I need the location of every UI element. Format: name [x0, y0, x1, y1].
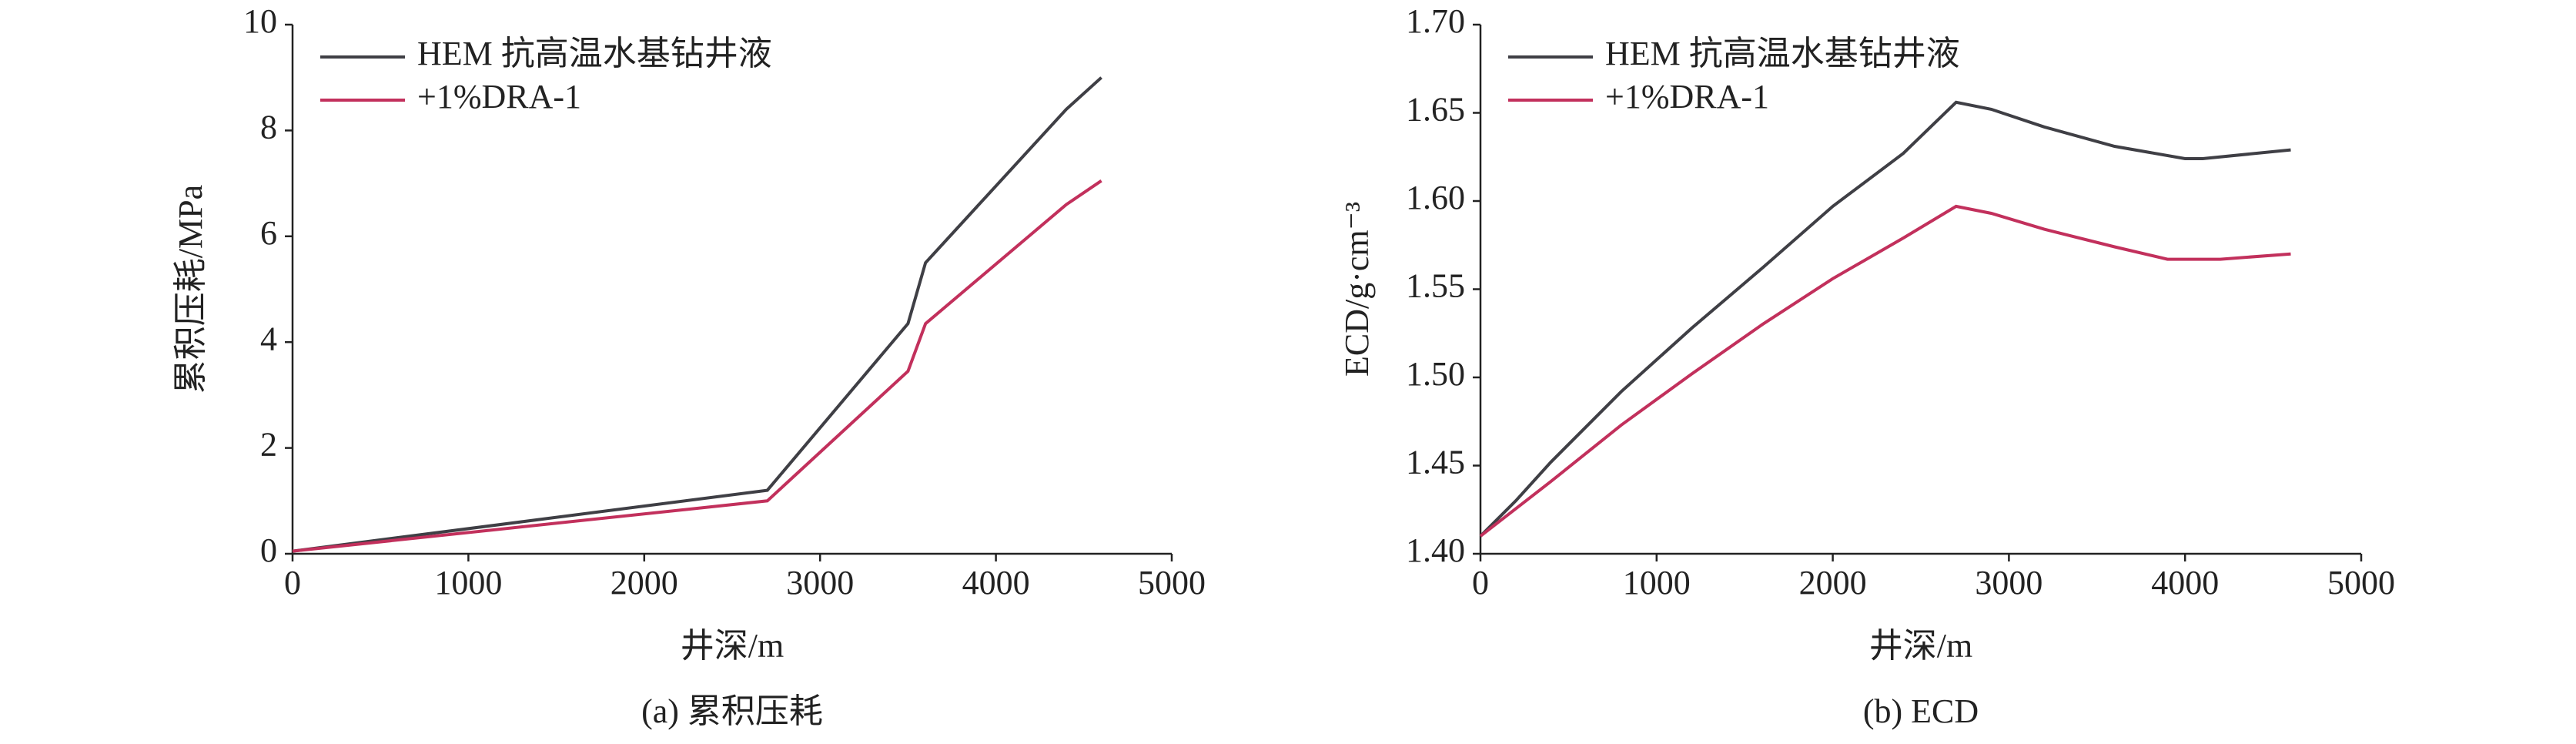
y-tick-label: 8 [260, 108, 277, 146]
legend-label: +1%DRA-1 [1605, 78, 1769, 116]
x-tick-label: 4000 [2151, 564, 2219, 602]
x-tick-label: 2000 [1799, 564, 1867, 602]
x-tick-label: 4000 [962, 564, 1030, 602]
series-line [1479, 204, 2291, 538]
x-tick-label: 3000 [1975, 564, 2042, 602]
x-axis-label: 井深/m [1869, 627, 1972, 665]
caption: (b) ECD [1863, 692, 1979, 730]
legend-label: +1%DRA-1 [417, 78, 581, 116]
x-tick-label: 1000 [434, 564, 502, 602]
x-tick-label: 2000 [611, 564, 678, 602]
y-tick-label: 1.65 [1406, 91, 1465, 129]
y-axis-label: 累积压耗/MPa [172, 185, 209, 394]
x-tick-label: 3000 [786, 564, 854, 602]
caption: (a) 累积压耗 [641, 692, 823, 730]
y-tick-label: 1.45 [1406, 444, 1465, 481]
series-line [292, 179, 1102, 553]
x-tick-label: 1000 [1623, 564, 1691, 602]
y-tick-label: 6 [260, 214, 277, 252]
y-tick-label: 2 [260, 426, 277, 464]
legend-label: HEM 抗高温水基钻井液 [1605, 35, 1960, 72]
legend-label: HEM 抗高温水基钻井液 [417, 35, 772, 72]
x-tick-label: 5000 [2327, 564, 2395, 602]
y-tick-label: 0 [260, 531, 277, 569]
y-tick-label: 1.55 [1406, 267, 1465, 305]
x-tick-label: 0 [284, 564, 301, 602]
y-tick-label: 1.50 [1406, 355, 1465, 393]
series-line [1479, 100, 2291, 538]
y-tick-label: 1.40 [1406, 531, 1465, 569]
x-axis-label: 井深/m [681, 627, 784, 665]
y-axis-label: ECD/g·cm⁻³ [1338, 202, 1376, 377]
y-tick-label: 10 [243, 2, 277, 40]
y-tick-label: 1.70 [1406, 2, 1465, 40]
x-tick-label: 5000 [1138, 564, 1206, 602]
y-tick-label: 4 [260, 320, 277, 357]
series-line [292, 76, 1102, 553]
y-tick-label: 1.60 [1406, 179, 1465, 216]
x-tick-label: 0 [1472, 564, 1489, 602]
